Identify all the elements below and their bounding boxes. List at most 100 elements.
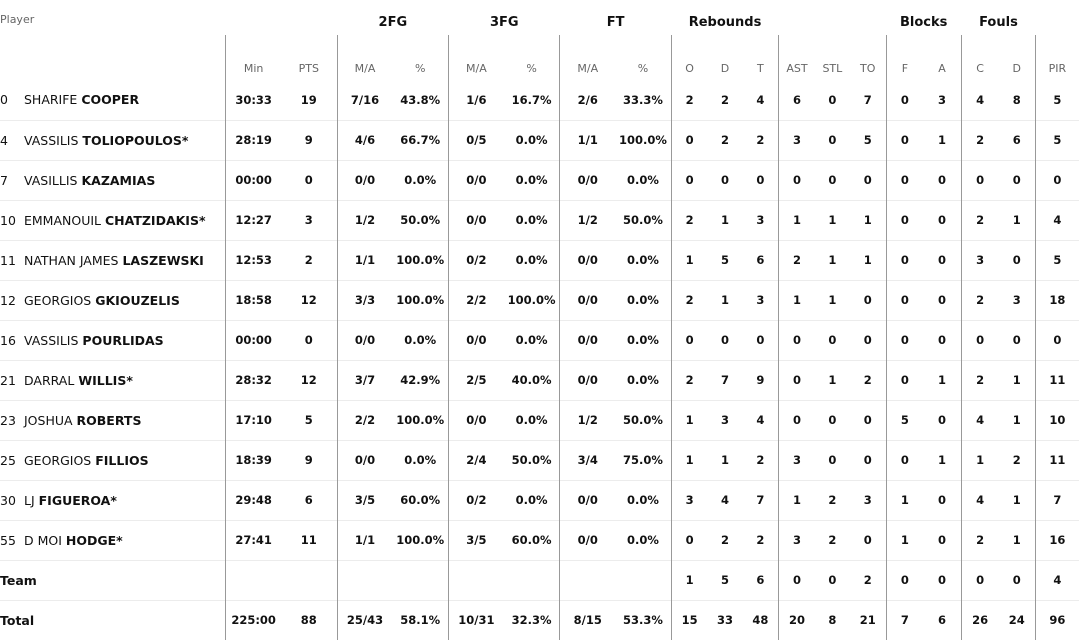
col-header-blk-a: A [923, 35, 961, 80]
stat-min: 00:00 [226, 320, 281, 360]
stat-2fg-ma: 4/6 [337, 120, 392, 160]
stat-ft-pct: 50.0% [615, 400, 671, 440]
stat-reb-d: 0 [707, 320, 742, 360]
stat-ft-pct: 0.0% [615, 160, 671, 200]
stat-ast: 1 [779, 280, 815, 320]
stat-ast: 20 [779, 600, 815, 640]
player-last-name[interactable]: CHATZIDAKIS* [105, 213, 206, 228]
stat-pts: 5 [281, 400, 337, 440]
player-name-cell[interactable]: 21 DARRAL WILLIS* [0, 360, 226, 400]
stat-to: 0 [850, 400, 886, 440]
stat-ft-ma: 1/2 [560, 400, 615, 440]
stat-stl: 1 [815, 200, 850, 240]
player-name-cell[interactable]: 16 VASSILIS POURLIDAS [0, 320, 226, 360]
player-name-cell[interactable]: 0 SHARIFE COOPER [0, 80, 226, 120]
stat-pir: 10 [1036, 400, 1079, 440]
stat-3fg-pct: 0.0% [504, 200, 560, 240]
stat-ast: 0 [779, 160, 815, 200]
stat-3fg-pct: 100.0% [504, 280, 560, 320]
player-number: 16 [0, 333, 20, 348]
player-name-cell[interactable]: 23 JOSHUA ROBERTS [0, 400, 226, 440]
stat-2fg-ma: 25/43 [337, 600, 392, 640]
player-first-name: GEORGIOS [24, 293, 91, 308]
stat-2fg-pct [392, 560, 448, 600]
player-name-cell[interactable]: 10 EMMANOUIL CHATZIDAKIS* [0, 200, 226, 240]
stat-ast: 2 [779, 240, 815, 280]
stat-2fg-ma: 0/0 [337, 320, 392, 360]
stat-2fg-pct: 42.9% [392, 360, 448, 400]
player-last-name[interactable]: HODGE* [66, 533, 123, 548]
stat-3fg-ma: 0/0 [449, 160, 504, 200]
stat-3fg-pct: 0.0% [504, 160, 560, 200]
stat-to: 0 [850, 280, 886, 320]
stat-min: 17:10 [226, 400, 281, 440]
player-name-cell[interactable]: 25 GEORGIOS FILLIOS [0, 440, 226, 480]
player-name-cell[interactable]: 30 LJ FIGUEROA* [0, 480, 226, 520]
stat-ft-ma: 1/1 [560, 120, 615, 160]
col-header-ft-pct: % [615, 35, 671, 80]
player-name-cell[interactable]: 55 D MOI HODGE* [0, 520, 226, 560]
stat-blk-f: 1 [886, 520, 923, 560]
stat-foul-c: 2 [961, 360, 998, 400]
stat-3fg-ma: 0/2 [449, 480, 504, 520]
stat-blk-f: 0 [886, 360, 923, 400]
player-name-cell[interactable]: 7 VASILLIS KAZAMIAS [0, 160, 226, 200]
player-first-name: LJ [24, 493, 35, 508]
player-name-cell[interactable]: 12 GEORGIOS GKIOUZELIS [0, 280, 226, 320]
total-label: Total [0, 600, 226, 640]
player-last-name[interactable]: POURLIDAS [82, 333, 163, 348]
stat-pir: 4 [1036, 200, 1079, 240]
player-last-name[interactable]: LASZEWSKI [122, 253, 203, 268]
player-number: 11 [0, 253, 20, 268]
stat-3fg-pct: 40.0% [504, 360, 560, 400]
stat-reb-d: 5 [707, 560, 742, 600]
stat-reb-o: 0 [671, 320, 707, 360]
stat-min: 28:32 [226, 360, 281, 400]
stat-ast: 3 [779, 520, 815, 560]
player-name-cell[interactable]: 4 VASSILIS TOLIOPOULOS* [0, 120, 226, 160]
player-last-name[interactable]: TOLIOPOULOS* [82, 133, 188, 148]
stat-ast: 1 [779, 200, 815, 240]
stat-ft-ma: 0/0 [560, 520, 615, 560]
stat-ft-ma: 0/0 [560, 240, 615, 280]
stat-min: 12:27 [226, 200, 281, 240]
stat-pir: 18 [1036, 280, 1079, 320]
stat-foul-d: 0 [998, 240, 1035, 280]
stat-pts: 3 [281, 200, 337, 240]
player-first-name: D MOI [24, 533, 62, 548]
stat-2fg-pct: 43.8% [392, 80, 448, 120]
stat-pir: 11 [1036, 440, 1079, 480]
player-last-name[interactable]: COOPER [81, 92, 139, 107]
stat-ft-ma: 0/0 [560, 480, 615, 520]
stat-to: 2 [850, 560, 886, 600]
stat-min: 27:41 [226, 520, 281, 560]
player-last-name[interactable]: ROBERTS [77, 413, 142, 428]
stat-ast: 0 [779, 320, 815, 360]
player-last-name[interactable]: GKIOUZELIS [95, 293, 180, 308]
stat-3fg-ma: 0/2 [449, 240, 504, 280]
player-last-name[interactable]: WILLIS* [78, 373, 133, 388]
stat-reb-d: 0 [707, 160, 742, 200]
group-ft: FT [560, 0, 671, 35]
player-last-name[interactable]: FIGUEROA* [39, 493, 117, 508]
col-header-pir: PIR [1036, 35, 1079, 80]
stat-to: 0 [850, 160, 886, 200]
player-name-cell[interactable]: 11 NATHAN JAMES LASZEWSKI [0, 240, 226, 280]
stat-to: 7 [850, 80, 886, 120]
stat-reb-o: 1 [671, 240, 707, 280]
stat-2fg-ma: 2/2 [337, 400, 392, 440]
stat-foul-d: 6 [998, 120, 1035, 160]
stat-blk-a: 0 [923, 200, 961, 240]
stat-foul-d: 24 [998, 600, 1035, 640]
stat-3fg-ma: 0/0 [449, 400, 504, 440]
stat-reb-d: 2 [707, 520, 742, 560]
player-last-name[interactable]: KAZAMIAS [81, 173, 155, 188]
player-number: 23 [0, 413, 20, 428]
player-last-name[interactable]: FILLIOS [95, 453, 148, 468]
col-header-ast: AST [779, 35, 815, 80]
